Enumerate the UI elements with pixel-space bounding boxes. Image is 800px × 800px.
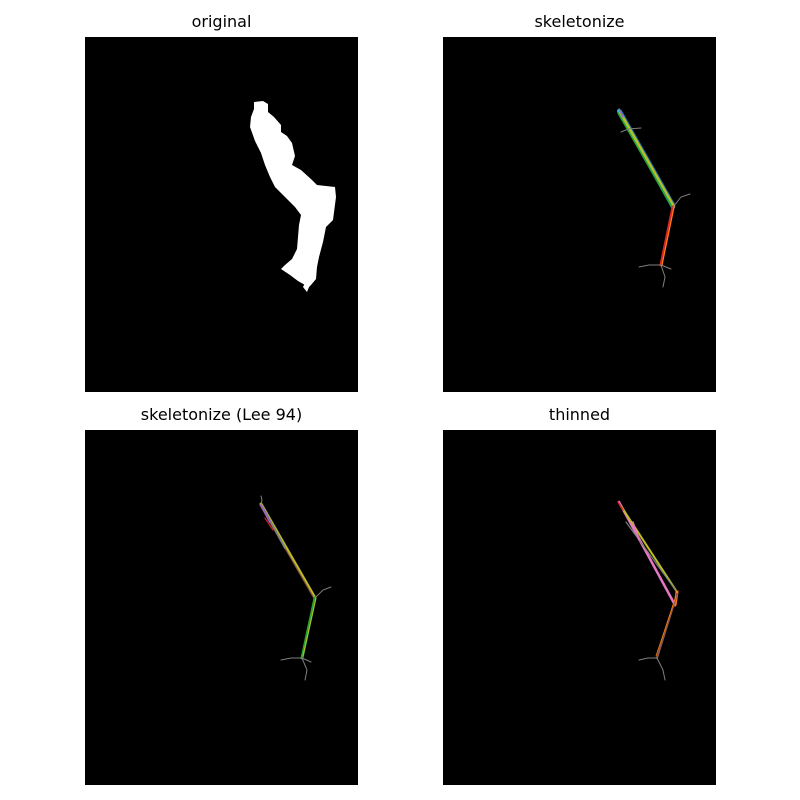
image-skeletonize-lee	[85, 430, 358, 785]
skeleton-path-5	[618, 108, 624, 118]
skeleton-spur-4	[660, 264, 666, 288]
skeleton-path-6	[300, 596, 317, 660]
skeleton-path-7	[656, 593, 678, 659]
skeleton-path-8	[655, 595, 677, 657]
skeleton-spur-1	[620, 127, 642, 133]
skeleton-path-7	[302, 597, 317, 657]
skeleton-spur-4	[301, 657, 308, 681]
skeleton-path-4	[632, 521, 640, 541]
skeleton-path-4	[620, 109, 676, 206]
panel-title-original: original	[191, 12, 252, 31]
skeleton-path-5	[617, 501, 624, 511]
skeleton-path-1	[617, 500, 677, 607]
skeleton-plot-skeletonize	[617, 108, 691, 288]
skeleton-branches	[259, 495, 332, 681]
panel-title-skeletonize-lee: skeletonize (Lee 94)	[140, 405, 303, 424]
skeleton-plot-thinned	[617, 500, 679, 681]
skeleton-path-2	[620, 505, 678, 593]
skeleton-path-2	[618, 110, 676, 208]
skeleton-spur-1	[638, 657, 658, 661]
skeleton-path-7	[661, 206, 675, 266]
panel-title-skeletonize: skeletonize	[534, 12, 625, 31]
image-skeletonize	[443, 37, 716, 392]
skeleton-path-4	[260, 504, 271, 523]
skeleton-path-3	[617, 112, 673, 208]
blob-tail	[303, 283, 309, 292]
panel-title-thinned: thinned	[548, 405, 611, 424]
skeleton-plot-lee	[259, 495, 332, 681]
skeleton-spur-5	[301, 657, 312, 663]
skeleton-spur-3	[638, 264, 662, 268]
skeleton-path-3	[625, 521, 678, 593]
white-blob	[250, 101, 336, 289]
skeleton-spur-2	[314, 586, 332, 599]
skeleton-spur-5	[660, 264, 672, 270]
skeleton-spur-3	[280, 657, 303, 661]
skeleton-path-6	[659, 205, 675, 267]
skeleton-branches	[617, 500, 679, 681]
skeleton-spur-2	[656, 657, 666, 681]
binary-shape-original	[250, 101, 336, 292]
skeleton-spur-2	[672, 193, 691, 208]
skeleton-spur-1	[260, 495, 263, 505]
skeleton-branches	[617, 108, 691, 288]
skeleton-path-5	[264, 517, 274, 531]
image-original	[85, 37, 358, 392]
image-thinned	[443, 430, 716, 785]
